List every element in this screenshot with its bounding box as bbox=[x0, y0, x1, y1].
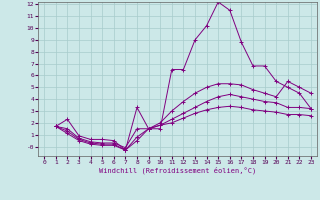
X-axis label: Windchill (Refroidissement éolien,°C): Windchill (Refroidissement éolien,°C) bbox=[99, 167, 256, 174]
